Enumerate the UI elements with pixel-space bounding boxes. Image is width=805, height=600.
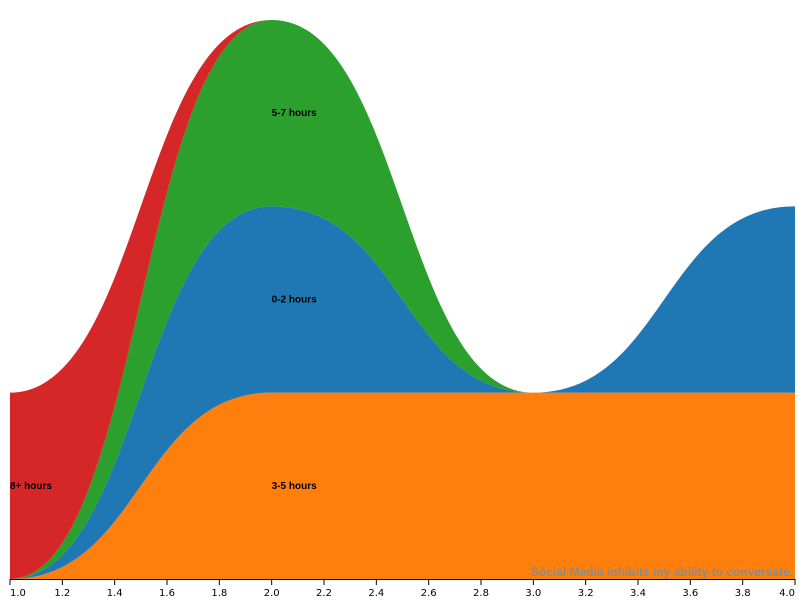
series-label: 8+ hours [10,481,52,492]
x-tick-label: 2.8 [473,588,489,599]
x-tick-label: 3.6 [682,588,698,599]
area-0-2-hours [10,206,795,579]
series-label: 3-5 hours [272,481,317,492]
x-tick-label: 2.2 [316,588,332,599]
x-tick-label: 3.8 [735,588,751,599]
area-3-5-hours [10,392,795,579]
series-label: 0-2 hours [272,295,317,306]
x-axis: 1.0 1.2 1.4 1.6 1.8 2.0 2.2 2.4 2.6 2.8 3.0 3.2 3.4 3… [9,579,796,599]
x-tick-label: 3.2 [578,588,594,599]
x-ticks: 1.0 1.2 1.4 1.6 1.8 2.0 2.2 2.4 2.6 2.8 3.0 3.2 3.4 3… [9,579,796,599]
x-tick-label: 1.0 [10,588,26,599]
series-label: 5-7 hours [272,108,317,119]
x-tick-label: 3.0 [525,588,541,599]
x-tick-label: 2.0 [264,588,280,599]
chart-title: Social Media inhibits my ability to conv… [531,565,793,579]
x-tick-label: 1.4 [107,588,123,599]
x-tick-label: 1.6 [159,588,175,599]
areas [10,20,795,579]
x-tick-label: 1.2 [54,588,70,599]
x-tick-label: 2.6 [421,588,437,599]
area-5-7-hours [10,20,795,579]
series-labels: 3-5 hours 0-2 hours 5-7 hours 8+ hours [10,108,317,492]
x-tick-label: 1.8 [211,588,227,599]
x-tick-label: 3.4 [630,588,646,599]
x-tick-label: 2.4 [368,588,384,599]
x-tick-label: 4.0 [779,588,795,599]
